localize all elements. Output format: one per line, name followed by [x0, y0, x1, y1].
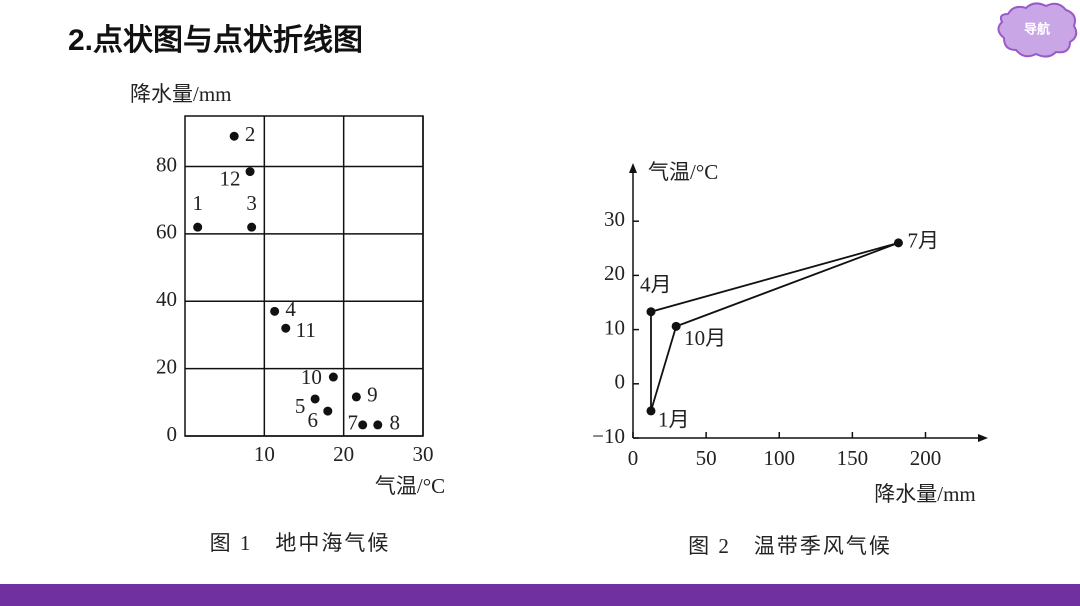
y-tick-label: 40 [156, 287, 177, 311]
point-label: 9 [367, 383, 378, 407]
y-tick-label: 80 [156, 152, 177, 176]
point-label: 10月 [684, 326, 726, 350]
data-point [351, 392, 361, 402]
y-axis-arrow [629, 163, 637, 173]
x-tick-label: 50 [696, 446, 717, 470]
x-axis-label: 降水量/mm [874, 482, 976, 506]
data-point [328, 372, 338, 382]
point-label: 4月 [640, 273, 672, 297]
point-label: 1月 [658, 408, 690, 432]
x-tick-label: 100 [764, 446, 796, 470]
point-label: 5 [295, 394, 306, 418]
x-tick-label: 150 [837, 446, 869, 470]
data-point [671, 321, 681, 331]
slide-title: 2.点状图与点状折线图 [68, 24, 363, 57]
y-tick-label: 20 [604, 261, 625, 285]
point-label: 8 [390, 411, 401, 435]
y-tick-label: 0 [615, 370, 626, 394]
y-tick-label: 10 [604, 315, 625, 339]
x-tick-label: 10 [254, 442, 275, 466]
x-tick-label: 0 [628, 446, 639, 470]
data-point [373, 420, 383, 430]
footer-bar [0, 584, 1080, 606]
y-tick-label: −10 [592, 424, 625, 448]
data-point [270, 306, 280, 316]
x-tick-label: 20 [333, 442, 354, 466]
point-label: 11 [296, 318, 316, 342]
y-tick-label: 20 [156, 354, 177, 378]
point-label: 1 [192, 191, 203, 215]
point-label: 10 [301, 365, 322, 389]
y-tick-label: 60 [156, 220, 177, 244]
point-label: 3 [246, 191, 257, 215]
data-point [229, 131, 239, 141]
point-label: 6 [308, 408, 319, 432]
x-tick-label: 200 [910, 446, 942, 470]
data-point [646, 406, 656, 416]
y-axis-label: 降水量/mm [130, 82, 232, 106]
caption: 图 2 温带季风气候 [688, 534, 892, 558]
point-label: 7月 [907, 229, 939, 253]
y-tick-label: 30 [604, 207, 625, 231]
y-tick-label: 0 [167, 422, 178, 446]
x-tick-label: 30 [413, 442, 434, 466]
nav-button[interactable]: 导航 [997, 2, 1078, 58]
x-axis-arrow [978, 434, 988, 442]
point-label: 12 [220, 166, 241, 190]
point-label: 4 [285, 297, 296, 321]
nav-cloud[interactable] [997, 2, 1078, 58]
point-label: 7 [347, 411, 358, 435]
data-point [245, 167, 255, 177]
x-axis-label: 气温/°C [375, 474, 445, 498]
data-point [247, 222, 257, 232]
caption: 图 1 地中海气候 [210, 531, 391, 555]
data-point [358, 420, 368, 430]
y-axis-label: 气温/°C [648, 160, 718, 184]
data-point [646, 307, 656, 317]
data-point [893, 238, 903, 248]
data-point [193, 222, 203, 232]
nav-label[interactable]: 导航 [1024, 21, 1050, 36]
point-label: 2 [245, 122, 256, 146]
data-point [281, 323, 291, 333]
data-point [310, 394, 320, 404]
data-point [323, 406, 333, 416]
